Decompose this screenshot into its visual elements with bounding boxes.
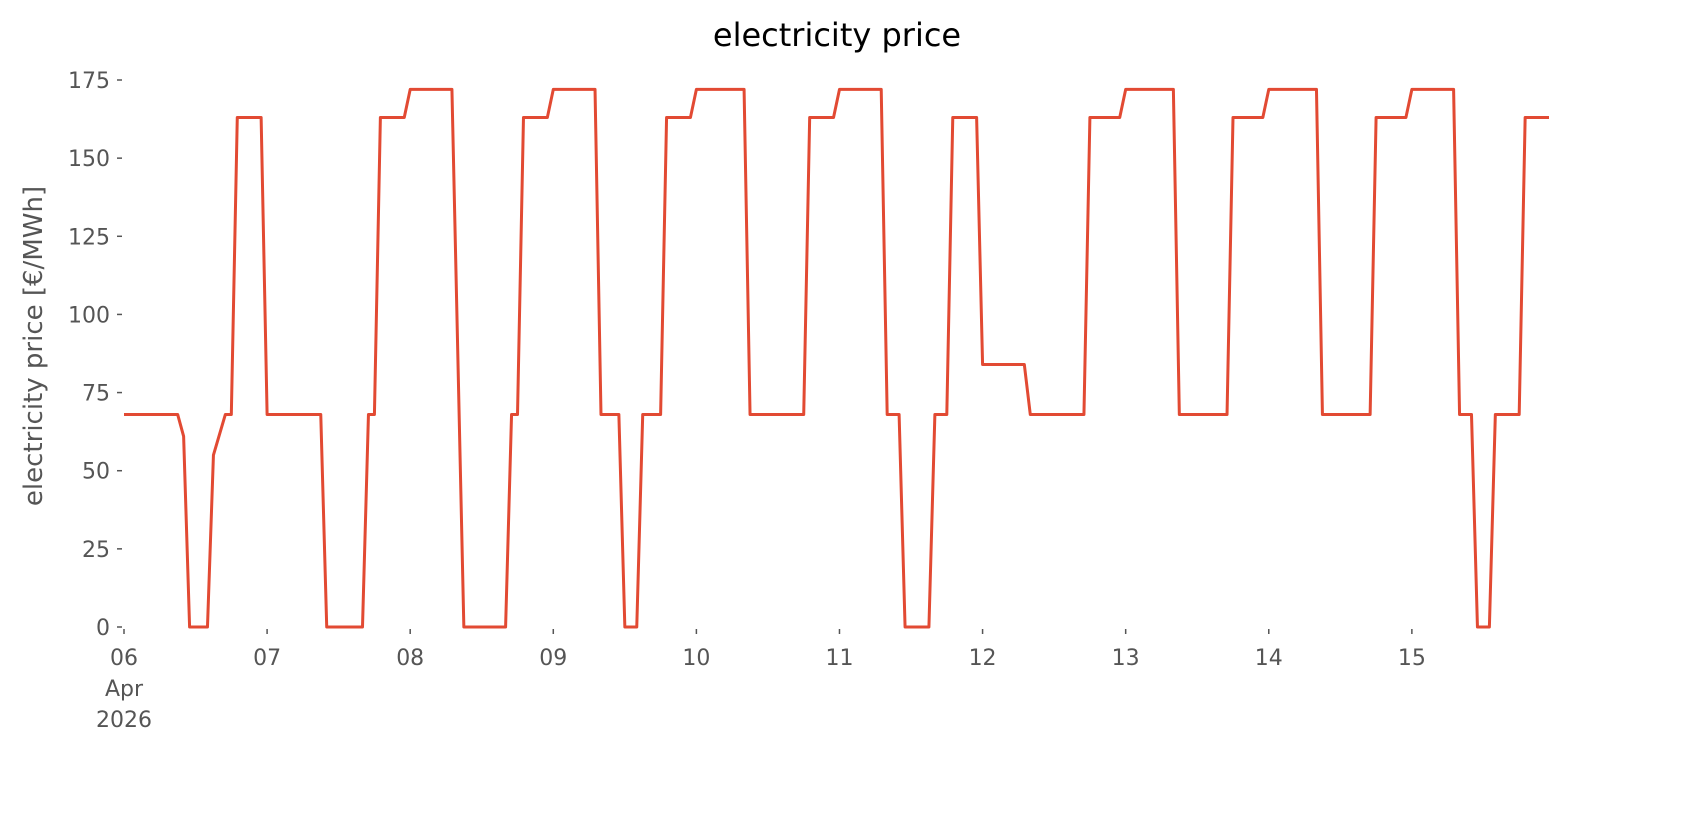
y-axis-label: electricity price [€/MWh] bbox=[19, 186, 49, 506]
y-tick-label: 175 bbox=[68, 69, 110, 94]
x-tick-label: 08 bbox=[396, 646, 424, 671]
price-line bbox=[124, 87, 1549, 629]
y-tick-label: 150 bbox=[68, 147, 110, 172]
y-tick-label: 75 bbox=[82, 382, 110, 407]
x-tick-label: 07 bbox=[253, 646, 281, 671]
y-tick-label: 0 bbox=[96, 616, 110, 641]
y-tick-label: 50 bbox=[82, 460, 110, 485]
x-tick-label: 12 bbox=[969, 646, 997, 671]
x-tick-label: 06 Apr 2026 bbox=[96, 646, 152, 733]
y-tick-label: 125 bbox=[68, 225, 110, 250]
x-tick-label: 13 bbox=[1112, 646, 1140, 671]
y-tick-label: 100 bbox=[68, 303, 110, 328]
x-tick-label: 14 bbox=[1255, 646, 1283, 671]
y-tick-label: 25 bbox=[82, 538, 110, 563]
x-tick-label: 10 bbox=[682, 646, 710, 671]
chart-title: electricity price bbox=[713, 16, 961, 54]
x-tick-label: 15 bbox=[1398, 646, 1426, 671]
x-tick-label: 09 bbox=[539, 646, 567, 671]
x-tick-label: 11 bbox=[825, 646, 853, 671]
